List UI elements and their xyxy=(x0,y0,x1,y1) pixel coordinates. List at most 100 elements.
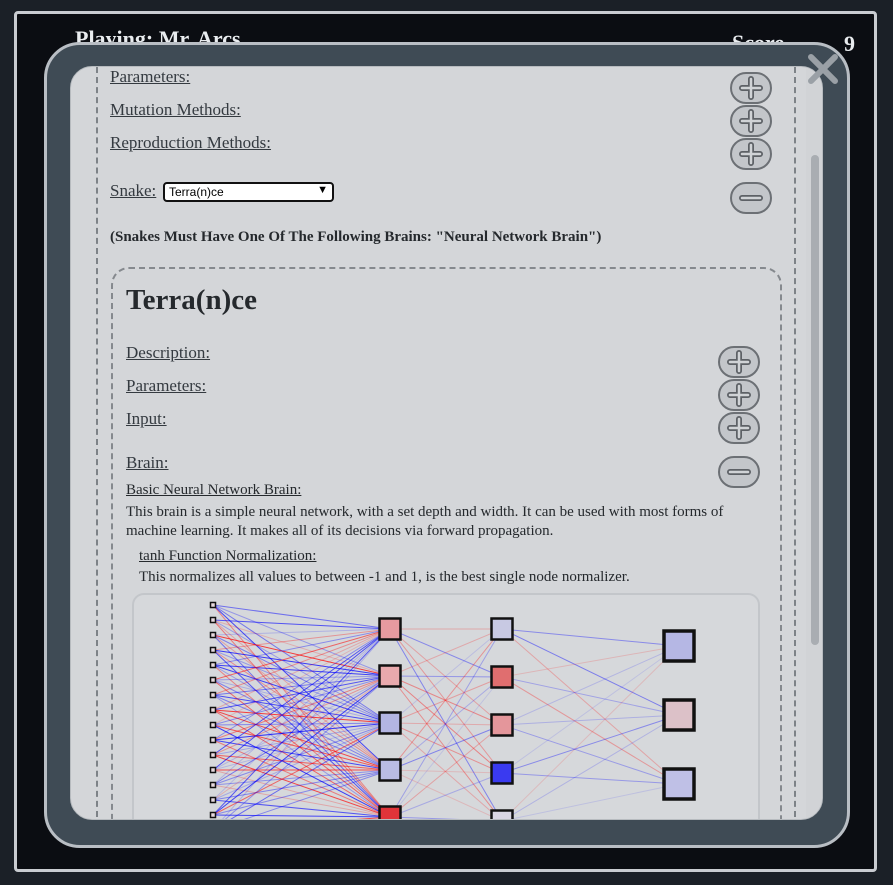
network-connection xyxy=(212,694,391,771)
mutation-methods-link[interactable]: Mutation Methods: xyxy=(110,100,241,119)
network-connection xyxy=(389,628,503,774)
network-connection xyxy=(212,722,391,771)
network-connection xyxy=(212,628,391,741)
network-connection xyxy=(389,628,503,724)
network-connection xyxy=(212,814,391,818)
network-connection xyxy=(501,714,680,774)
network-connection xyxy=(212,679,391,818)
network-connection xyxy=(389,769,503,774)
network-connection xyxy=(212,694,391,818)
network-connection xyxy=(355,816,391,819)
input-link[interactable]: Input: xyxy=(126,409,167,428)
snake-select[interactable]: Terra(n)ce ▼ xyxy=(163,182,334,202)
network-connection xyxy=(389,722,503,726)
parameters-link[interactable]: Parameters: xyxy=(110,67,191,86)
hidden-node xyxy=(378,805,402,819)
brain-requirement-note: (Snakes Must Have One Of The Following B… xyxy=(110,229,602,245)
expand-input-button[interactable] xyxy=(718,412,760,444)
close-icon[interactable] xyxy=(806,52,840,86)
plus-icon xyxy=(727,383,751,407)
network-connection xyxy=(504,714,680,819)
input-node xyxy=(209,751,217,759)
network-connection xyxy=(501,628,680,785)
input-node xyxy=(209,766,217,774)
network-connection xyxy=(212,709,391,724)
expand-description-button[interactable] xyxy=(718,346,760,378)
dashed-container xyxy=(96,67,796,819)
expand-mutation-button[interactable] xyxy=(730,105,772,137)
network-connection xyxy=(212,679,391,771)
network-connection xyxy=(501,628,680,647)
network-connection xyxy=(389,628,503,818)
network-connection xyxy=(212,754,391,818)
snake-label: Snake: xyxy=(110,181,157,200)
network-connection xyxy=(389,628,503,771)
neural-network-svg xyxy=(209,601,696,819)
collapse-brain-button[interactable] xyxy=(718,456,760,488)
network-connection xyxy=(212,784,391,818)
network-connection xyxy=(230,722,391,819)
normalization-description: This normalizes all values to between -1… xyxy=(139,569,630,585)
expand-reproduction-button[interactable] xyxy=(730,138,772,170)
brain-link[interactable]: Brain: xyxy=(126,453,169,472)
network-connection xyxy=(389,816,461,819)
output-node xyxy=(662,698,696,732)
scrollbar-thumb[interactable] xyxy=(811,155,819,645)
network-connection xyxy=(212,604,391,771)
network-connection xyxy=(389,724,503,771)
input-node xyxy=(209,736,217,744)
network-connection xyxy=(212,628,391,696)
network-connection xyxy=(212,634,391,771)
network-connection xyxy=(212,709,391,771)
collapse-snake-button[interactable] xyxy=(730,182,772,214)
network-connection xyxy=(389,675,503,726)
network-connection xyxy=(501,772,680,785)
network-connection xyxy=(212,619,391,818)
modal-content: Parameters: Mutation Methods: Reproducti… xyxy=(70,66,823,820)
expand-panel-parameters-button[interactable] xyxy=(718,379,760,411)
network-connection xyxy=(222,628,391,819)
network-connection xyxy=(212,722,391,741)
network-connection xyxy=(212,709,391,818)
output-node xyxy=(662,767,696,801)
input-node xyxy=(209,616,217,624)
network-connection xyxy=(501,645,680,774)
plus-icon xyxy=(727,350,751,374)
panel-parameters-link[interactable]: Parameters: xyxy=(126,376,207,395)
network-connection xyxy=(501,676,680,716)
hidden-node xyxy=(378,664,402,688)
network-connection xyxy=(212,649,391,818)
network-connection xyxy=(212,649,391,677)
description-link[interactable]: Description: xyxy=(126,343,211,362)
scrollbar-track[interactable] xyxy=(806,67,822,819)
network-connection xyxy=(212,604,391,818)
hidden-node xyxy=(490,809,514,819)
network-connection xyxy=(212,769,391,801)
network-connection xyxy=(389,676,503,771)
expand-parameters-button[interactable] xyxy=(730,72,772,104)
network-connection xyxy=(389,675,503,774)
network-connection xyxy=(212,604,391,724)
plus-icon xyxy=(739,142,763,166)
brain-name: Basic Neural Network Brain: xyxy=(126,482,302,498)
network-connection xyxy=(212,628,391,771)
network-connection xyxy=(389,628,502,819)
network-connection xyxy=(501,724,680,785)
reproduction-methods-link[interactable]: Reproduction Methods: xyxy=(110,133,272,152)
network-connection xyxy=(212,675,391,681)
network-connection xyxy=(224,675,391,819)
network-connection xyxy=(212,675,391,696)
network-connection xyxy=(212,769,391,816)
network-connection xyxy=(212,619,391,724)
network-connection xyxy=(212,628,391,636)
network-connection xyxy=(212,664,391,724)
input-node xyxy=(209,811,217,819)
brain-description: This brain is a simple neural network, w… xyxy=(126,504,724,539)
hidden-node xyxy=(378,711,402,735)
snake-select-value: Terra(n)ce xyxy=(169,185,224,199)
network-connection xyxy=(389,675,503,678)
network-connection xyxy=(212,722,391,756)
chevron-down-icon: ▼ xyxy=(317,184,328,196)
network-connection xyxy=(212,675,391,726)
normalization-name: tanh Function Normalization: xyxy=(139,548,317,564)
